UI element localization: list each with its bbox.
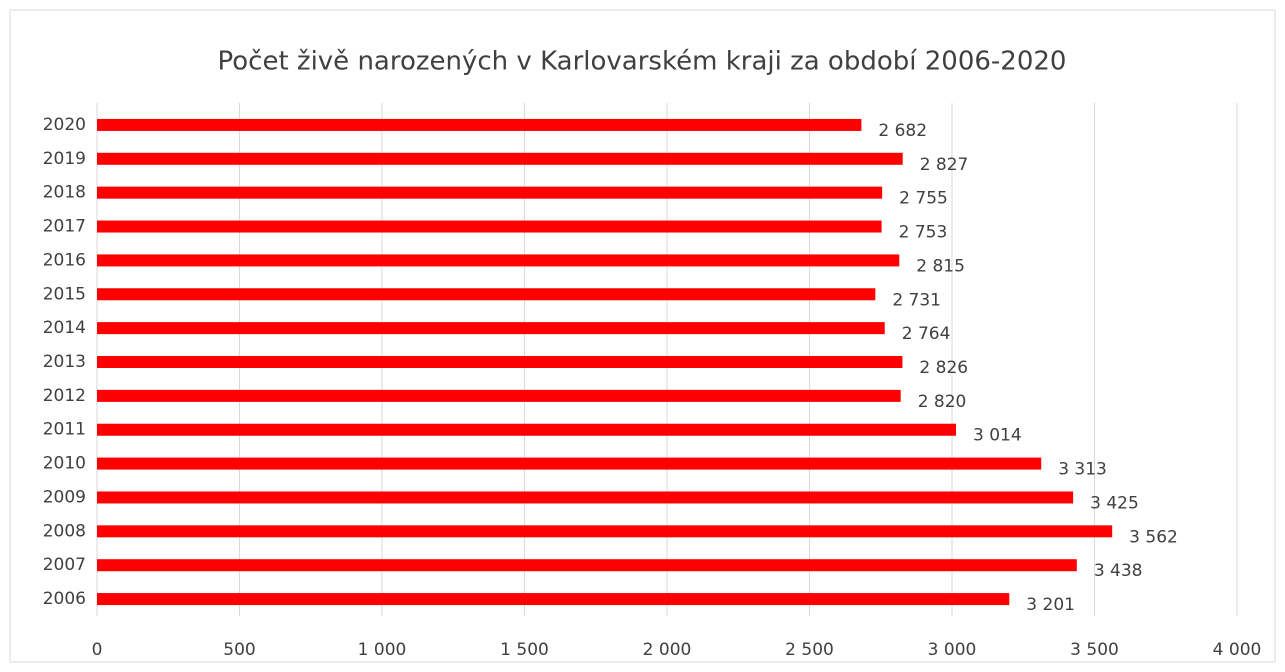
bar bbox=[97, 186, 883, 199]
x-tick-label: 500 bbox=[223, 640, 255, 660]
y-tick-label: 2007 bbox=[43, 555, 86, 575]
data-label: 3 201 bbox=[1026, 595, 1075, 615]
data-label: 2 820 bbox=[918, 392, 967, 412]
x-tick-label: 0 bbox=[92, 640, 103, 660]
data-label: 2 815 bbox=[916, 256, 965, 276]
chart-frame bbox=[9, 9, 1276, 663]
data-label: 2 827 bbox=[920, 155, 969, 175]
data-label: 3 438 bbox=[1094, 561, 1143, 581]
y-tick-label: 2016 bbox=[43, 250, 86, 270]
bar bbox=[97, 491, 1074, 504]
bar bbox=[97, 288, 876, 301]
y-tick-label: 2017 bbox=[43, 217, 86, 237]
y-tick-label: 2019 bbox=[43, 149, 86, 169]
bar bbox=[97, 322, 885, 335]
y-tick-label: 2008 bbox=[43, 521, 86, 541]
y-tick-label: 2011 bbox=[43, 420, 86, 440]
x-tick-label: 1 000 bbox=[358, 640, 407, 660]
bar bbox=[97, 525, 1113, 538]
x-tick-label: 2 000 bbox=[643, 640, 692, 660]
bar bbox=[97, 457, 1042, 470]
bar bbox=[97, 423, 956, 436]
y-tick-label: 2006 bbox=[43, 589, 86, 609]
data-label: 2 753 bbox=[899, 223, 948, 243]
y-tick-label: 2012 bbox=[43, 386, 86, 406]
data-label: 2 764 bbox=[902, 324, 951, 344]
data-label: 3 562 bbox=[1129, 527, 1178, 547]
x-tick-label: 3 000 bbox=[928, 640, 977, 660]
x-tick-label: 1 500 bbox=[500, 640, 549, 660]
bar bbox=[97, 356, 903, 368]
data-label: 2 826 bbox=[919, 358, 968, 378]
bar bbox=[97, 559, 1077, 572]
bar bbox=[97, 389, 901, 402]
bar bbox=[97, 118, 862, 131]
y-tick-label: 2018 bbox=[43, 183, 86, 203]
chart-title: Počet živě narozených v Karlovarském kra… bbox=[218, 47, 1067, 77]
y-tick-label: 2015 bbox=[43, 284, 86, 304]
data-label: 3 313 bbox=[1058, 460, 1107, 480]
bar bbox=[97, 593, 1010, 606]
x-tick-label: 4 000 bbox=[1213, 640, 1262, 660]
y-tick-label: 2010 bbox=[43, 454, 86, 474]
y-tick-label: 2014 bbox=[43, 318, 86, 338]
y-tick-label: 2013 bbox=[43, 352, 86, 372]
y-tick-label: 2020 bbox=[43, 115, 86, 135]
x-tick-label: 2 500 bbox=[785, 640, 834, 660]
data-label: 3 014 bbox=[973, 426, 1022, 446]
data-label: 2 731 bbox=[892, 290, 941, 310]
bar bbox=[97, 152, 903, 165]
x-tick-label: 3 500 bbox=[1070, 640, 1119, 660]
data-label: 2 755 bbox=[899, 189, 948, 209]
data-label: 3 425 bbox=[1090, 493, 1139, 513]
bar bbox=[97, 220, 882, 233]
y-tick-label: 2009 bbox=[43, 487, 86, 507]
data-label: 2 682 bbox=[878, 121, 927, 141]
bar bbox=[97, 254, 900, 267]
